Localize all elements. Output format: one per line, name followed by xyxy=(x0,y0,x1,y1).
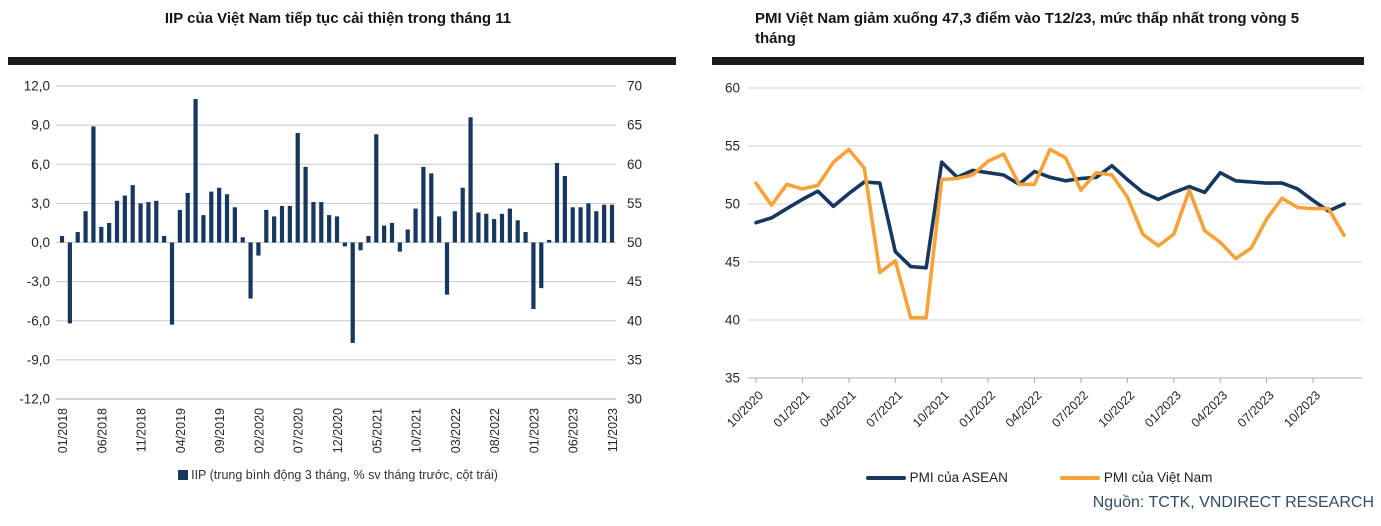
pmi-vietnam-legend-label: PMI của Việt Nam xyxy=(1103,470,1213,485)
svg-text:01/2023: 01/2023 xyxy=(527,408,541,453)
svg-text:01/2018: 01/2018 xyxy=(56,408,70,453)
svg-text:02/2020: 02/2020 xyxy=(252,408,266,453)
svg-text:09/2019: 09/2019 xyxy=(213,408,227,453)
svg-text:12/2020: 12/2020 xyxy=(331,408,345,453)
svg-text:-12,0: -12,0 xyxy=(19,392,50,407)
iip-title-divider xyxy=(8,57,676,65)
svg-text:07/2021: 07/2021 xyxy=(864,388,906,430)
svg-text:03/2022: 03/2022 xyxy=(449,408,463,453)
svg-text:06/2018: 06/2018 xyxy=(95,408,109,453)
svg-text:01/2021: 01/2021 xyxy=(771,388,813,430)
svg-text:10/2023: 10/2023 xyxy=(1281,388,1323,430)
iip-bar-chart: 12,0 70 9,0 65 6,0 60 3,0 55 0,0 50 -3,0 45 -6,0 40 -9… xyxy=(8,70,668,475)
svg-text:07/2020: 07/2020 xyxy=(292,408,306,453)
svg-text:-9,0: -9,0 xyxy=(27,352,50,367)
svg-text:40: 40 xyxy=(627,313,642,328)
svg-text:04/2019: 04/2019 xyxy=(174,408,188,453)
svg-text:01/2023: 01/2023 xyxy=(1142,388,1184,430)
iip-chart-panel: IIP của Việt Nam tiếp tục cải thiện tron… xyxy=(8,0,676,526)
svg-text:60: 60 xyxy=(627,157,642,172)
iip-legend: IIP (trung bình động 3 tháng, % sv tháng… xyxy=(8,468,668,482)
svg-text:08/2022: 08/2022 xyxy=(488,408,502,453)
svg-text:9,0: 9,0 xyxy=(31,118,50,133)
svg-text:0,0: 0,0 xyxy=(31,235,50,250)
svg-text:45: 45 xyxy=(725,255,740,270)
pmi-chart-title: PMI Việt Nam giảm xuống 47,3 điểm vào T1… xyxy=(755,10,1300,48)
pmi-vietnam-line-swatch xyxy=(1059,475,1100,480)
svg-text:04/2022: 04/2022 xyxy=(1003,388,1045,430)
iip-legend-label: IIP (trung bình động 3 tháng, % sv tháng… xyxy=(191,468,498,482)
svg-text:10/2022: 10/2022 xyxy=(1096,388,1138,430)
svg-text:45: 45 xyxy=(627,274,642,289)
svg-text:10/2020: 10/2020 xyxy=(724,388,766,430)
svg-text:04/2021: 04/2021 xyxy=(817,388,859,430)
svg-text:06/2023: 06/2023 xyxy=(567,408,581,453)
svg-text:40: 40 xyxy=(725,313,740,328)
pmi-chart-panel: PMI Việt Nam giảm xuống 47,3 điểm vào T1… xyxy=(700,0,1378,526)
svg-text:10/2021: 10/2021 xyxy=(410,408,424,453)
svg-text:60: 60 xyxy=(725,81,740,96)
svg-text:55: 55 xyxy=(725,139,740,154)
pmi-legend-item-asean: PMI của ASEAN xyxy=(865,470,1008,485)
svg-text:10/2021: 10/2021 xyxy=(910,388,952,430)
svg-text:04/2023: 04/2023 xyxy=(1188,388,1230,430)
svg-text:50: 50 xyxy=(725,197,740,212)
svg-text:55: 55 xyxy=(627,196,642,211)
svg-text:50: 50 xyxy=(627,235,642,250)
pmi-asean-line-swatch xyxy=(865,475,906,480)
svg-text:07/2023: 07/2023 xyxy=(1235,388,1277,430)
svg-text:11/2018: 11/2018 xyxy=(135,408,149,452)
svg-text:30: 30 xyxy=(627,392,642,407)
svg-text:01/2022: 01/2022 xyxy=(956,388,998,430)
svg-text:35: 35 xyxy=(627,352,642,367)
svg-text:05/2021: 05/2021 xyxy=(370,408,384,453)
pmi-line-chart: 60 55 50 45 40 35 10/2020 01/2021 04/2021 07/2021… xyxy=(700,70,1378,475)
svg-text:07/2022: 07/2022 xyxy=(1049,388,1091,430)
svg-text:3,0: 3,0 xyxy=(31,196,50,211)
pmi-legend: PMI của ASEAN PMI của Việt Nam xyxy=(700,470,1378,485)
svg-text:11/2023: 11/2023 xyxy=(606,408,620,452)
svg-text:70: 70 xyxy=(627,79,642,94)
svg-text:35: 35 xyxy=(725,371,740,386)
svg-text:-6,0: -6,0 xyxy=(27,313,50,328)
pmi-asean-legend-label: PMI của ASEAN xyxy=(909,470,1008,485)
svg-text:-3,0: -3,0 xyxy=(27,274,50,289)
svg-text:12,0: 12,0 xyxy=(24,79,50,94)
source-note: Nguồn: TCTK, VNDIRECT RESEARCH xyxy=(1092,494,1374,511)
iip-chart-title: IIP của Việt Nam tiếp tục cải thiện tron… xyxy=(164,10,512,27)
svg-text:65: 65 xyxy=(627,118,642,133)
pmi-title-divider xyxy=(712,57,1364,65)
pmi-legend-item-vietnam: PMI của Việt Nam xyxy=(1059,470,1213,485)
svg-text:6,0: 6,0 xyxy=(31,157,50,172)
iip-legend-swatch xyxy=(178,470,189,480)
